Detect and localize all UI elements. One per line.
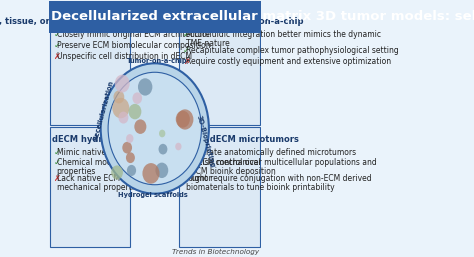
Circle shape (155, 163, 168, 178)
Circle shape (112, 98, 129, 118)
Text: properties: properties (57, 167, 96, 176)
Text: Closely mimic original ECM architecture: Closely mimic original ECM architecture (57, 30, 210, 39)
Text: ✓: ✓ (183, 30, 190, 39)
Text: Recapitulate complex tumor pathophysiological setting: Recapitulate complex tumor pathophysiolo… (186, 46, 399, 55)
FancyBboxPatch shape (179, 10, 260, 125)
Circle shape (127, 165, 136, 176)
Text: Chemical modification for tailoring dECM mechanical: Chemical modification for tailoring dECM… (57, 158, 260, 167)
Text: Preserve ECM biomolecular composition: Preserve ECM biomolecular composition (57, 41, 210, 50)
Text: Microfluidic integration better mimics the dynamic: Microfluidic integration better mimics t… (186, 30, 381, 39)
FancyBboxPatch shape (179, 127, 260, 247)
Text: Recellularization: Recellularization (93, 80, 115, 141)
Circle shape (113, 90, 124, 104)
Text: biomaterials to tune bioink printability: biomaterials to tune bioink printability (186, 183, 335, 192)
Text: ✗: ✗ (54, 174, 60, 183)
Text: Precise control over multicellular populations and: Precise control over multicellular popul… (186, 158, 377, 167)
Circle shape (122, 142, 132, 153)
FancyBboxPatch shape (49, 31, 261, 33)
Circle shape (138, 78, 152, 96)
Text: Mimic native ECM biocomposition: Mimic native ECM biocomposition (57, 148, 186, 157)
Text: Hydrogel scaffolds: Hydrogel scaffolds (118, 192, 188, 198)
Text: TME nature: TME nature (186, 39, 230, 48)
Text: Lack native ECM architecture and tumor: Lack native ECM architecture and tumor (57, 174, 211, 183)
Circle shape (159, 130, 165, 137)
FancyBboxPatch shape (50, 127, 130, 247)
Circle shape (115, 75, 130, 93)
Text: Organ, tissue, or cell-sheet dECM recellularization: Organ, tissue, or cell-sheet dECM recell… (0, 17, 210, 26)
Circle shape (118, 112, 128, 124)
Circle shape (177, 109, 193, 130)
Text: ✗: ✗ (54, 52, 60, 61)
Text: ✓: ✓ (54, 30, 60, 39)
Text: ✓: ✓ (54, 41, 60, 50)
Circle shape (158, 144, 167, 154)
Text: Might require conjugation with non-ECM derived: Might require conjugation with non-ECM d… (186, 174, 372, 183)
Text: dECM bioink deposition: dECM bioink deposition (186, 167, 276, 176)
Circle shape (143, 163, 160, 184)
Text: ✓: ✓ (183, 158, 190, 167)
Circle shape (111, 166, 123, 180)
Circle shape (132, 92, 142, 104)
Text: ✓: ✓ (54, 148, 60, 157)
Circle shape (100, 63, 209, 194)
Circle shape (176, 111, 190, 128)
Text: 3D Bioprinted dECM microtumors: 3D Bioprinted dECM microtumors (141, 135, 299, 144)
FancyBboxPatch shape (50, 10, 130, 125)
Text: ✓: ✓ (54, 158, 60, 167)
Text: Decellularized extracellular matrix 3D tumor models: selecting the right tool: Decellularized extracellular matrix 3D t… (51, 10, 474, 23)
Text: dECM hydrogels: dECM hydrogels (52, 135, 128, 144)
Text: 3D-Bioprinting: 3D-Bioprinting (196, 114, 216, 168)
Circle shape (126, 152, 135, 163)
Text: mechanical properties: mechanical properties (57, 183, 143, 192)
Circle shape (128, 104, 141, 119)
Text: Require costly equipment and extensive optimization: Require costly equipment and extensive o… (186, 57, 392, 66)
Circle shape (175, 143, 182, 150)
Text: ✗: ✗ (183, 174, 190, 183)
Text: ✗: ✗ (183, 57, 190, 66)
Circle shape (126, 134, 134, 143)
Text: Unspecific cell distribution in dECM: Unspecific cell distribution in dECM (57, 52, 192, 61)
Text: ✓: ✓ (183, 148, 190, 157)
Text: ✓: ✓ (183, 46, 190, 55)
Text: Tumor-on-a-chip: Tumor-on-a-chip (127, 58, 187, 64)
Text: Trends in Biotechnology: Trends in Biotechnology (172, 249, 259, 255)
Circle shape (134, 120, 146, 134)
FancyBboxPatch shape (49, 1, 261, 31)
Text: Generate anatomically defined microtumors: Generate anatomically defined microtumor… (186, 148, 356, 157)
Text: dECM-based microtumors on-a-chip: dECM-based microtumors on-a-chip (135, 17, 304, 26)
Circle shape (108, 72, 201, 185)
